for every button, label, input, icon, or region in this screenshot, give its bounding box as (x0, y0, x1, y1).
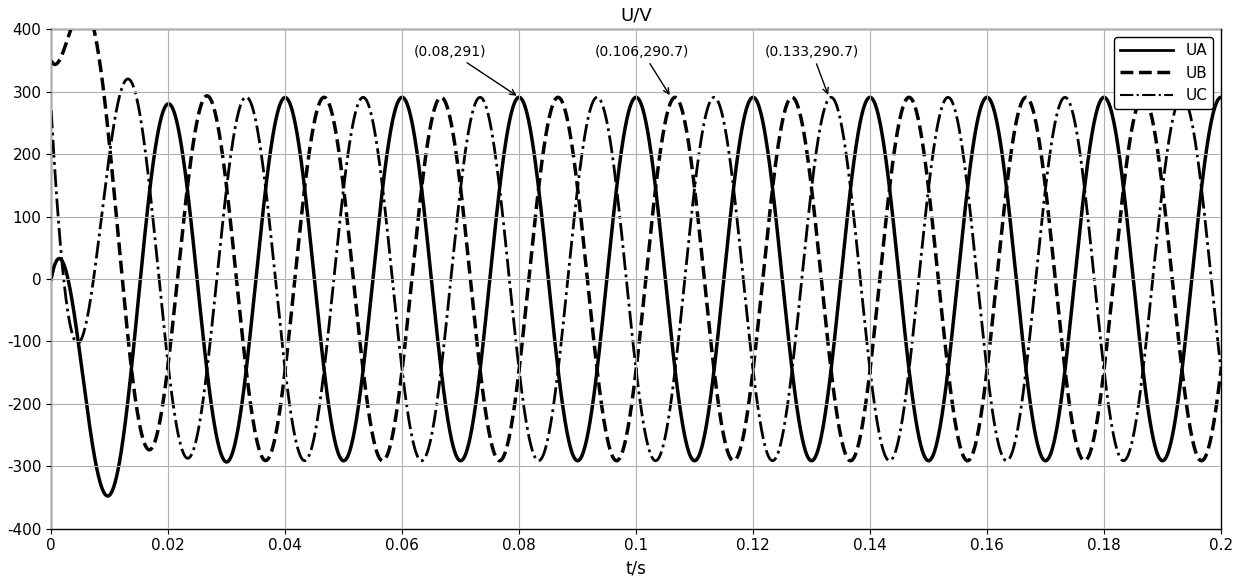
UB (335, 178, 350, 185)
UB (1214, 366, 1229, 373)
Line: UC: UC (51, 79, 1221, 461)
UA (43, 276, 58, 283)
UB (76, 3, 91, 10)
UC (1214, 366, 1229, 373)
UB (43, 57, 58, 64)
Line: UB: UB (51, 6, 1221, 461)
UA (1138, 385, 1153, 392)
UA (598, 298, 613, 305)
UA (751, 102, 766, 109)
UC (1138, 346, 1153, 353)
Title: U/V: U/V (620, 7, 652, 25)
UB (795, 120, 810, 127)
UB (1138, 95, 1153, 102)
UC (795, 272, 810, 279)
UA (335, 457, 350, 464)
UA (882, 179, 897, 186)
UA (1214, 94, 1229, 101)
UC (598, 109, 613, 116)
X-axis label: t/s: t/s (626, 559, 646, 577)
UC (43, 107, 58, 114)
UC (335, 192, 350, 199)
Legend: UA, UB, UC: UA, UB, UC (1114, 37, 1214, 109)
Text: (0.106,290.7): (0.106,290.7) (595, 44, 689, 94)
UC (120, 75, 135, 82)
UB (598, 420, 613, 427)
Text: (0.08,291): (0.08,291) (414, 44, 516, 95)
UB (751, 315, 766, 322)
UB (843, 457, 858, 464)
UB (882, 190, 897, 197)
UA (100, 492, 115, 499)
Line: UA: UA (51, 98, 1221, 496)
UC (531, 457, 546, 464)
UC (751, 409, 766, 416)
UC (882, 457, 897, 464)
Text: (0.133,290.7): (0.133,290.7) (765, 44, 859, 93)
UA (795, 434, 810, 442)
